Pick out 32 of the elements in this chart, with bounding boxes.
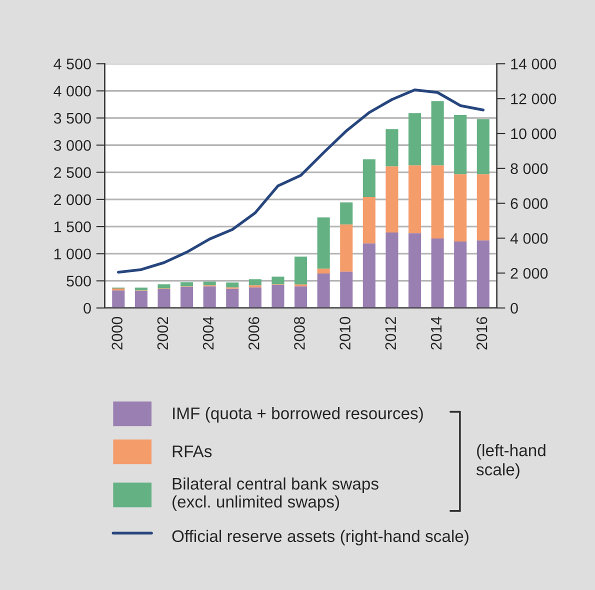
y2-tick-label: 4 000 (510, 233, 548, 244)
y-tick-label: 3 000 (54, 140, 91, 151)
x-tick-label: 2006 (248, 316, 260, 350)
y2-tick-label: 8 000 (510, 163, 548, 174)
x-tick-label: 2016 (476, 316, 488, 350)
y-tick-label: 2 000 (54, 194, 91, 206)
y2-tick-label: 6 000 (510, 198, 548, 209)
y-tick-label: 2 500 (54, 167, 91, 178)
y2-tick-label: 14 000 (511, 58, 556, 70)
x-tick-label: 2010 (340, 316, 350, 350)
legend-label: Official reserve assets (right-hand scale) (172, 530, 468, 546)
x-tick-label: 2004 (202, 316, 214, 350)
legend-label: Bilateral central bank swaps (excl. unlimited swaps) (172, 477, 378, 511)
legend-label: IMF (quota + borrowed resources) (173, 407, 423, 423)
y-tick-label: 500 (66, 276, 91, 287)
y-tick-label: 1 500 (54, 221, 91, 232)
y-tick-label: 4 500 (54, 58, 91, 70)
y2-tick-label: 0 (510, 302, 518, 314)
y-tick-label: 4 000 (54, 86, 91, 97)
x-tick-label: 2000 (112, 316, 122, 350)
x-tick-label: 2002 (157, 317, 168, 350)
x-tick-label: 2014 (430, 316, 442, 350)
y2-tick-label: 12 000 (511, 93, 556, 104)
legend-label: RFAs (172, 446, 212, 458)
x-tick-label: 2008 (294, 316, 305, 350)
y2-tick-label: 10 000 (511, 128, 556, 140)
x-tick-label: 2012 (385, 317, 396, 350)
y-tick-label: 3 500 (54, 112, 91, 124)
y-tick-label: 0 (84, 302, 91, 314)
text: (left-hand scale) (476, 444, 546, 479)
y-tick-label: 1 000 (54, 248, 91, 260)
y2-tick-label: 2 000 (510, 268, 548, 279)
